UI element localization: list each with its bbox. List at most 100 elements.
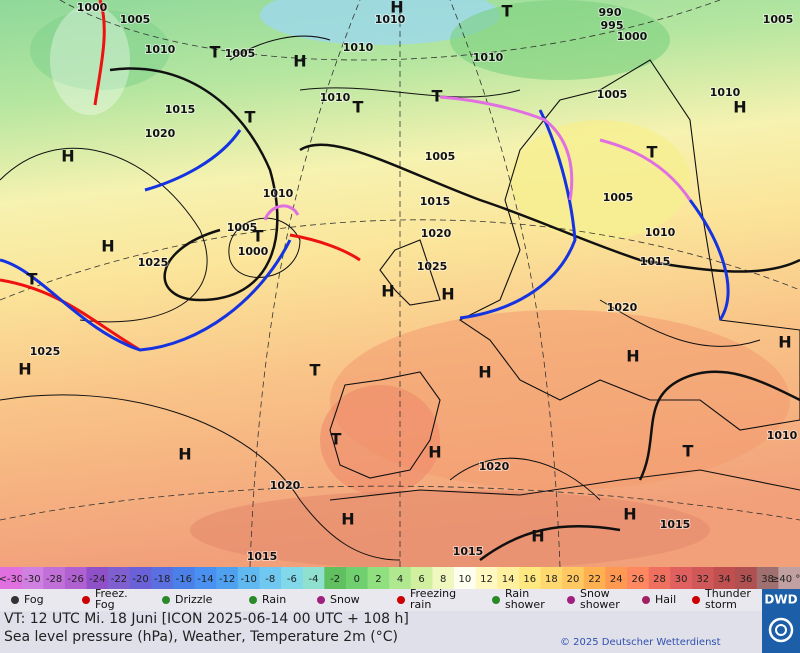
temperature-label: -26 [68,574,84,585]
temperature-cell [583,567,606,589]
temperature-cell [540,567,563,589]
pressure-center: H [390,0,403,17]
logo-box [762,589,800,653]
pressure-center: T [210,43,221,62]
pressure-center: H [341,510,354,529]
temperature-label: 30 [675,574,688,585]
pressure-center: T [647,143,658,162]
temperature-cell [670,567,693,589]
temperature-label: 26 [631,574,644,585]
temperature-cell [389,567,412,589]
temperature-cell [735,567,758,589]
weather-label: Snow [330,593,360,606]
pressure-label: 1010 [473,51,504,64]
pressure-center: T [253,227,264,246]
pressure-label: 1005 [603,191,634,204]
temperature-cell [129,567,152,589]
temperature-cell [259,567,282,589]
description: Sea level pressure (hPa), Weather, Tempe… [4,629,398,645]
pressure-label: 1015 [420,195,451,208]
pressure-center: H [293,52,306,71]
temperature-label: -4 [309,574,319,585]
pressure-center: H [178,445,191,464]
temperature-cell [605,567,628,589]
temperature-cell [43,567,66,589]
temperature-cell [410,567,433,589]
weather-label: Thunder storm [704,587,751,611]
temperature-label: -30 [24,574,40,585]
copyright: © 2025 Deutscher Wetterdienst [560,637,721,648]
temperature-label: -28 [46,574,62,585]
temperature-label: -12 [219,574,235,585]
temperature-cell [345,567,369,589]
temperature-label: -16 [176,574,192,585]
logo: DWD [764,593,797,607]
pressure-center: H [478,363,491,382]
pressure-label: 1005 [597,88,628,101]
temperature-cell [108,567,131,589]
pressure-center: H [61,147,74,166]
temperature-label: 24 [610,574,623,585]
temperature-cell [562,567,585,589]
pressure-center: H [18,360,31,379]
temperature-cell [518,567,542,589]
weather-icon [567,596,575,604]
temperature-cell [756,567,779,589]
temperature-label: 34 [718,574,731,585]
temperature-label: 4 [397,574,403,585]
weather-label: Rain [262,593,286,606]
temperature-label: 36 [740,574,753,585]
temperature-label: 14 [502,574,515,585]
weather-legend: Fog Freez. Fog Drizzle Rain Snow Freezing rain R… [11,587,751,611]
pressure-label: 1010 [263,187,294,200]
temperature-cell [648,567,671,589]
pressure-label: 1020 [421,227,452,240]
pressure-label: 1020 [607,301,638,314]
pressure-label: 1010 [645,226,676,239]
temperature-label: 18 [545,574,558,585]
pressure-label: 1015 [640,255,671,268]
pressure-label: 1000 [77,1,108,14]
pressure-center: H [778,333,791,352]
pressure-center: H [441,285,454,304]
temperature-cell [281,567,304,589]
pressure-center: T [683,442,694,461]
weather-icon [11,596,19,604]
temperature-cell [454,567,477,589]
temperature-cell [713,567,736,589]
weather-icon [249,596,257,604]
pressure-label: 1010 [343,41,374,54]
pressure-center: T [245,108,256,127]
weather-icon [492,596,500,604]
temperature-label: 8 [440,574,446,585]
pressure-label: 990 [599,6,622,19]
temperature-label: -2 [330,574,340,585]
pressure-label: 1015 [247,550,278,563]
temperature-label: -10 [240,574,256,585]
temperature-cell [151,567,174,589]
pressure-center: H [733,98,746,117]
pressure-label: 1020 [270,479,301,492]
temperature-cell [64,567,87,589]
temperature-label: -24 [89,574,105,585]
temperature-label: -22 [111,574,127,585]
temperature-cell [216,567,239,589]
pressure-center: T [502,2,513,21]
pressure-label: 1015 [453,545,484,558]
pressure-center: H [428,443,441,462]
temperature-label: 12 [480,574,493,585]
temperature-label: 22 [588,574,601,585]
temperature-scale: <-30 -30 -28 -26 -24 -22 -20 -18 -16 -14 -12 -10 -8-… [0,567,800,589]
pressure-center: H [623,505,636,524]
temperature-label: 28 [653,574,666,585]
temperature-label: 38 [761,574,774,585]
weather-icon [82,596,90,604]
pressure-label: 1000 [238,245,269,258]
weather-label: Snow shower [580,587,620,611]
temperature-cell [432,567,455,589]
weather-label: Hail [655,593,676,606]
temperature-label: <-30 [0,574,23,585]
temperature-label: 10 [458,574,471,585]
temperature-label: 2 [375,574,381,585]
